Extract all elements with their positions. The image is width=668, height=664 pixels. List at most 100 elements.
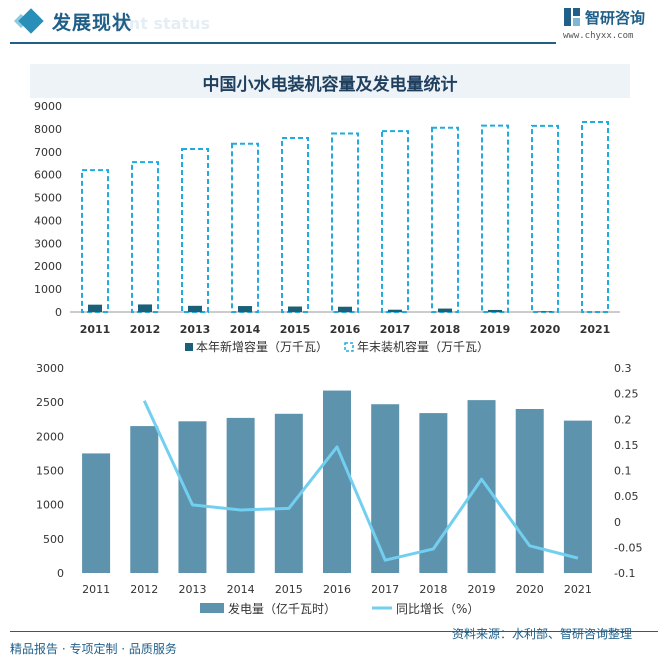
footer-rule: [10, 631, 658, 632]
footer: 精品报告 · 专项定制 · 品质服务 资料来源：水利部、智研咨询整理: [0, 627, 668, 664]
section-ghost-text: ent status: [118, 14, 210, 33]
bar-year-end-capacity: [581, 121, 609, 314]
x-tick-label: 2014: [230, 323, 261, 336]
bar-generation: [323, 390, 351, 573]
y2-tick-label: 0.15: [614, 439, 639, 452]
legend-label-new-capacity: 本年新增容量（万千瓦）: [196, 339, 328, 354]
chart-title: 中国小水电装机容量及发电量统计: [202, 75, 458, 95]
section-title: 发展现状: [52, 12, 133, 34]
x-tick-label: 2016: [323, 583, 351, 596]
x-tick-label: 2011: [82, 583, 110, 596]
y2-tick-label: 0.3: [614, 362, 632, 375]
bar-new-capacity: [88, 304, 102, 312]
bar-new-capacity: [388, 309, 402, 312]
x-tick-label: 2021: [580, 323, 611, 336]
y-tick-label: 1000: [34, 283, 62, 296]
x-tick-label: 2013: [180, 323, 211, 336]
bar-generation: [82, 453, 111, 573]
x-tick-label: 2019: [480, 323, 511, 336]
y-tick-label: 9000: [34, 100, 62, 113]
y-tick-label: 8000: [34, 123, 62, 136]
y-tick-label: 6000: [34, 169, 62, 182]
x-tick-label: 2017: [371, 583, 399, 596]
bar-year-end-capacity: [381, 130, 409, 313]
bar-generation: [130, 426, 159, 573]
y2-tick-label: 0.05: [614, 490, 639, 503]
y-tick-label: 2500: [36, 396, 64, 409]
y-tick-label: 1500: [36, 465, 64, 478]
bar-new-capacity: [338, 306, 352, 312]
brand-logo-icon: [564, 8, 580, 26]
y-tick-label: 500: [43, 533, 64, 546]
x-tick-label: 2018: [419, 583, 447, 596]
y-tick-label: 4000: [34, 214, 62, 227]
y2-tick-label: 0.1: [614, 465, 632, 478]
x-tick-label: 2011: [80, 323, 111, 336]
x-tick-label: 2021: [564, 583, 592, 596]
capacity-chart: 0 1000 2000 3000 4000 5000 6000 7000 8000 9000 201…: [34, 100, 620, 354]
x-tick-label: 2020: [530, 323, 561, 336]
decor-diamond: [18, 8, 44, 34]
bar-year-end-capacity: [281, 137, 309, 313]
legend-label-yoy-growth: 同比增长（%）: [396, 602, 479, 616]
y-tick-label: 7000: [34, 146, 62, 159]
y2-tick-label: 0: [614, 516, 621, 529]
bar-year-end-capacity: [431, 126, 459, 313]
x-tick-label: 2015: [280, 323, 311, 336]
header-rule: [10, 42, 556, 44]
bar-year-end-capacity: [331, 132, 359, 314]
x-tick-label: 2014: [227, 583, 255, 596]
bar-year-end-capacity: [181, 148, 209, 313]
x-tick-label: 2018: [430, 323, 461, 336]
bar-generation: [563, 420, 592, 573]
y-tick-label: 0: [55, 306, 62, 319]
x-tick-label: 2020: [516, 583, 544, 596]
bar-generation: [371, 404, 400, 573]
bar-new-capacity: [288, 306, 302, 312]
generation-chart: 0 500 1000 1500 2000 2500 3000 -0.1 -0.05 0 0.05 0.…: [36, 362, 642, 616]
bar-new-capacity: [138, 304, 152, 312]
bar-new-capacity: [538, 311, 552, 312]
footer-slogan: 精品报告 · 专项定制 · 品质服务: [10, 642, 177, 656]
legend-label-generation: 发电量（亿千瓦时）: [228, 601, 336, 616]
y2-tick-label: 0.25: [614, 388, 639, 401]
x-tick-label: 2019: [468, 583, 496, 596]
header: ent status 发展现状 智研咨询 www.chyxx.com: [0, 0, 668, 48]
x-tick-label: 2012: [130, 323, 161, 336]
y-tick-label: 2000: [34, 260, 62, 273]
x-tick-label: 2017: [380, 323, 411, 336]
y-tick-label: 1000: [36, 499, 64, 512]
bar-year-end-capacity: [81, 169, 109, 314]
footer-source: 资料来源：水利部、智研咨询整理: [452, 627, 633, 641]
legend-label-year-end-capacity: 年末装机容量（万千瓦）: [357, 339, 489, 354]
bar-year-end-capacity: [481, 124, 509, 313]
bar-generation: [178, 421, 207, 573]
bar-year-end-capacity: [531, 124, 559, 314]
line-yoy-growth: [142, 400, 579, 562]
bar-new-capacity: [188, 305, 202, 312]
y-tick-label: 3000: [34, 237, 62, 250]
bar-generation: [467, 400, 496, 573]
legend-swatch-generation: [200, 603, 224, 613]
x-tick-label: 2016: [330, 323, 361, 336]
x-tick-label: 2013: [178, 583, 206, 596]
bar-year-end-capacity: [131, 161, 159, 314]
y2-tick-label: -0.1: [614, 567, 635, 580]
bar-new-capacity: [238, 306, 252, 312]
y2-tick-label: -0.05: [614, 541, 642, 554]
y-tick-label: 3000: [36, 362, 64, 375]
brand-name: 智研咨询: [585, 9, 646, 27]
legend-swatch-year-end-capacity: [344, 342, 354, 352]
brand-url[interactable]: www.chyxx.com: [563, 31, 634, 41]
y-tick-label: 5000: [34, 192, 62, 205]
bar-generation: [226, 417, 255, 573]
legend-swatch-new-capacity: [185, 343, 193, 351]
y-tick-label: 2000: [36, 430, 64, 443]
bar-new-capacity: [488, 309, 502, 312]
y-tick-label: 0: [57, 567, 64, 580]
x-tick-label: 2015: [275, 583, 303, 596]
y2-tick-label: 0.2: [614, 413, 632, 426]
bar-new-capacity: [438, 308, 452, 312]
bar-year-end-capacity: [231, 142, 259, 314]
bar-generation: [274, 413, 303, 573]
